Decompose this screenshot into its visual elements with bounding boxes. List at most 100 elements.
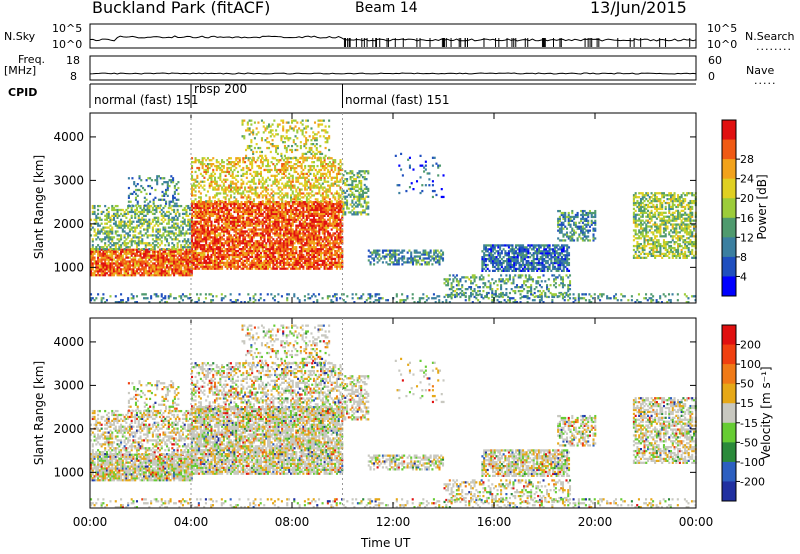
power-cell [222,201,225,204]
power-cell [215,159,218,162]
power-cell [171,258,174,261]
power-cell [267,203,270,206]
power-cell [112,242,116,245]
power-cell [219,267,222,270]
power-cell [279,214,282,217]
power-cell [233,261,236,264]
power-cell [314,198,317,201]
power-cell [130,222,133,225]
power-cell [312,172,316,176]
power-cell [173,208,176,212]
power-cell [164,228,167,231]
power-cell [291,176,294,179]
power-cell [330,163,333,166]
power-cell [281,259,284,262]
power-cell [104,204,107,208]
power-cell [297,159,300,162]
power-cell [109,220,112,223]
power-cell [151,268,154,271]
power-cell [144,270,147,273]
power-cell [244,236,247,239]
power-cell [98,230,101,233]
power-cell [190,274,193,277]
power-cell [241,123,244,126]
power-cell [272,182,275,185]
power-cell [135,208,139,212]
power-cell [196,263,199,266]
power-cell [242,168,245,172]
power-cell [104,264,107,267]
power-cell [228,224,231,227]
power-cell [155,274,158,277]
power-cell [339,265,342,268]
power-cell [238,230,241,233]
power-cell [270,208,273,212]
power-cell [176,244,179,247]
power-cell [295,210,298,214]
power-cell [242,238,245,241]
power-cell [196,244,199,247]
power-cell [192,222,195,225]
power-cell [143,262,146,265]
power-cell [316,253,319,257]
power-cell [288,208,291,212]
power-cell [327,226,330,229]
power-cell [221,170,224,174]
power-cell [210,164,213,168]
power-cell [272,244,275,247]
power-cell [263,210,266,214]
power-cell [330,224,333,227]
power-cell [305,172,308,176]
power-cell [334,238,337,241]
nsky-tick-top: 10^5 [52,22,83,35]
power-cell [314,236,317,239]
power-cell [332,218,335,221]
power-cell [291,253,294,257]
power-cell [262,121,265,124]
power-cell [90,254,93,257]
power-cell [304,188,307,191]
power-cell [151,206,154,210]
power-cell [286,208,289,212]
power-cell [297,203,300,206]
power-cell [304,210,307,214]
power-cell [157,204,160,208]
power-cell [245,218,248,221]
power-cell [327,222,330,225]
power-cell [323,263,326,266]
power-cell [242,157,245,160]
power-cell [140,179,143,182]
power-cell [148,208,151,212]
power-cell [205,249,208,253]
power-cell [235,236,238,239]
power-cell [281,200,284,203]
power-cell [139,248,142,251]
power-cell [298,201,301,204]
power-cell [192,188,195,191]
power-cell [248,129,251,132]
power-cell [286,267,289,270]
power-cell [97,258,100,261]
power-cell [228,163,231,166]
power-cell [251,220,254,223]
power-cell [235,246,238,249]
power-cell [291,220,294,223]
power-cell [249,190,252,193]
power-cell [98,274,101,277]
power-cell [98,252,101,255]
power-cell [169,236,172,239]
power-cell [167,214,170,217]
power-cell [196,230,199,233]
power-cell [226,186,229,189]
power-cell [181,258,184,261]
power-cell [323,198,326,201]
power-cell [274,166,277,170]
power-cell [107,210,110,214]
power-cell [242,210,245,214]
power-cell [157,175,160,178]
power-cell [327,208,330,212]
power-cell [334,196,337,199]
power-cell [192,226,195,229]
power-cell [199,224,202,227]
power-cell [153,208,156,212]
